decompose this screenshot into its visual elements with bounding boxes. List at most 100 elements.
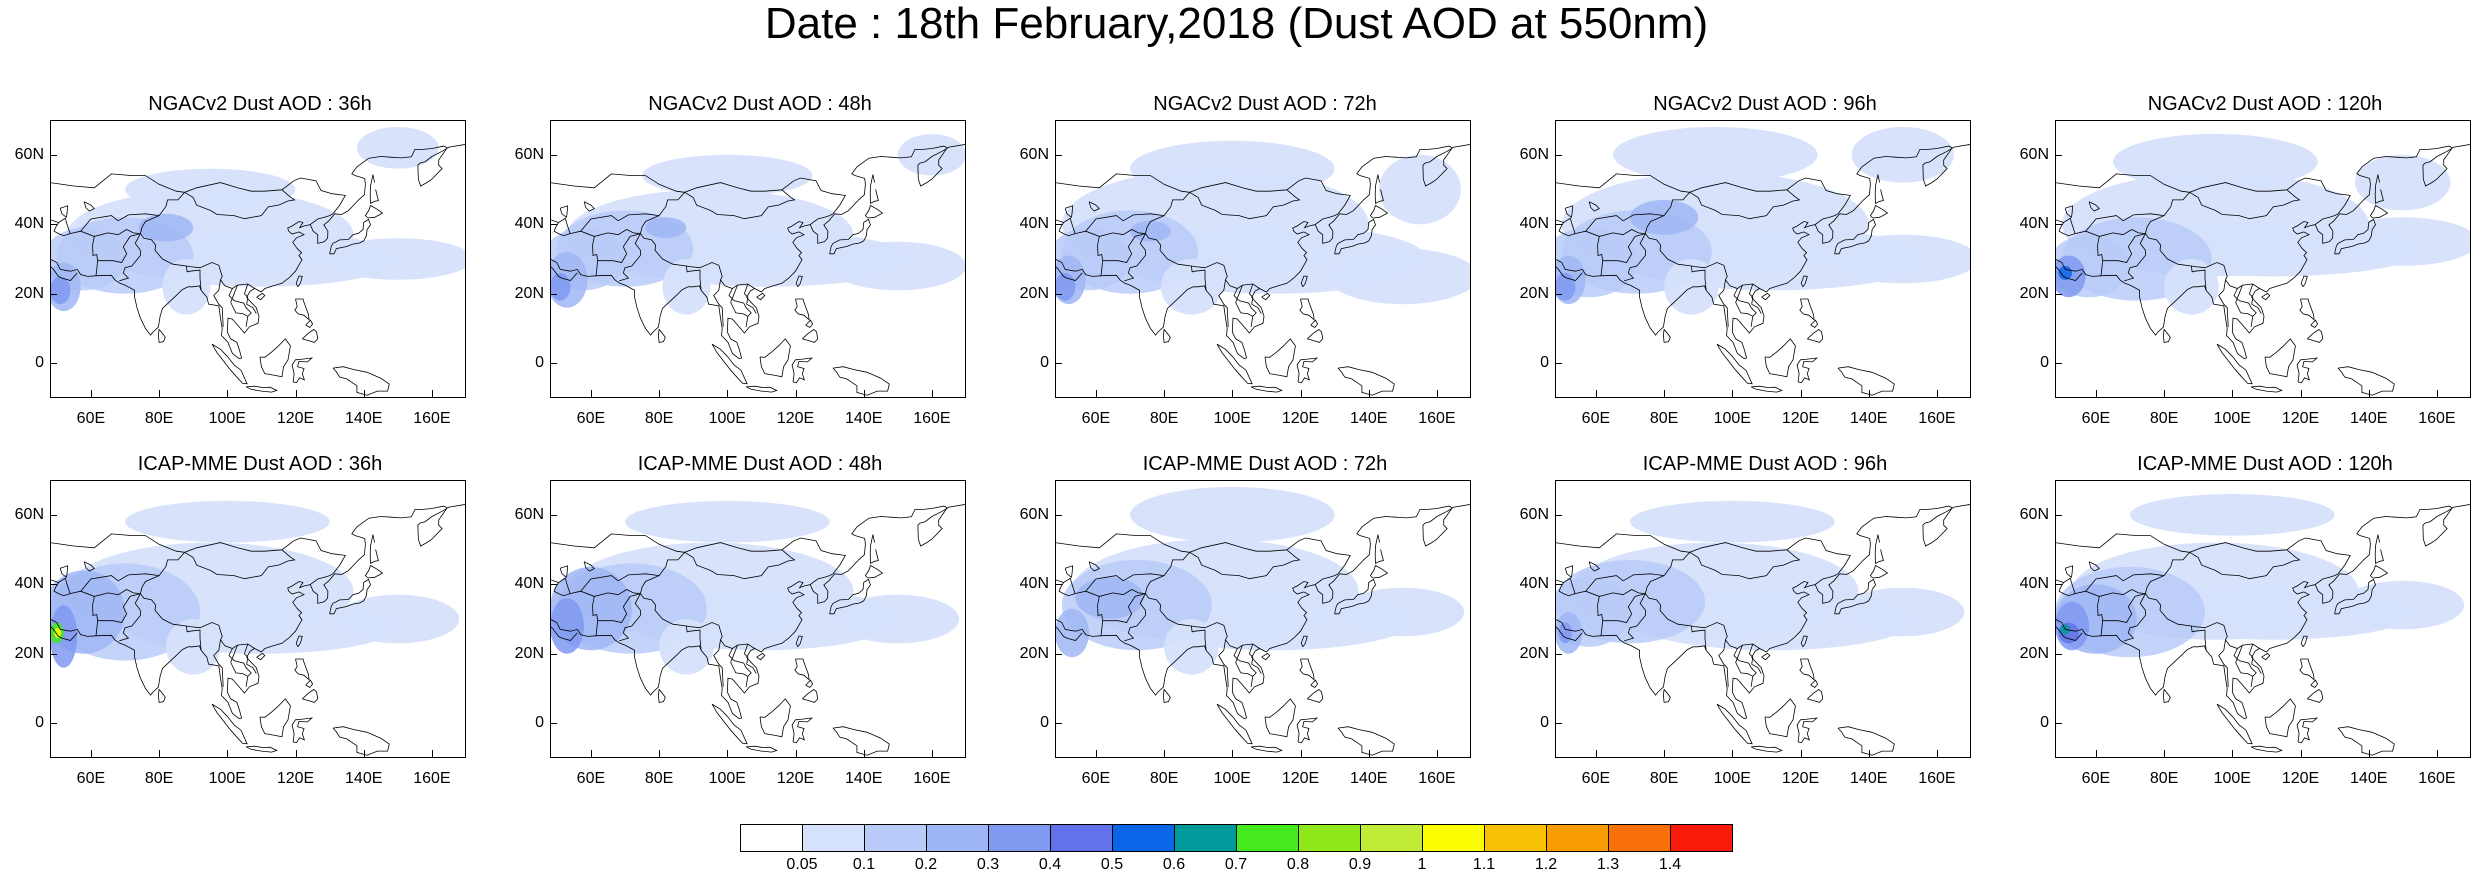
coastline <box>1735 284 1753 317</box>
coastline <box>158 192 185 216</box>
coastline <box>1374 174 1384 205</box>
coastline <box>1058 577 1076 597</box>
y-tick <box>50 363 57 365</box>
colorbar-label: 0.8 <box>1286 856 1310 873</box>
x-tick-label: 80E <box>644 770 674 787</box>
y-tick-label: 20N <box>14 644 44 662</box>
coastline <box>1310 319 1319 329</box>
colorbar-label: 0.1 <box>852 856 876 873</box>
coastline <box>657 328 666 343</box>
dust-region <box>897 134 966 176</box>
coastline <box>864 204 884 219</box>
y-tick-label: 20N <box>2019 284 2049 302</box>
coastlines <box>550 503 966 756</box>
x-tick-label: 60E <box>1081 410 1111 427</box>
map-panel: NGACv2 Dust AOD : 48h 60N 40N 20N 0 60E 80E 100… <box>500 92 970 442</box>
dust-aod-map <box>1055 487 1471 756</box>
coastline <box>759 338 791 378</box>
x-tick-label: 120E <box>2281 770 2320 787</box>
coastline <box>2055 260 2083 281</box>
coastline <box>832 366 890 396</box>
dust-region <box>322 238 466 280</box>
coastline <box>245 385 278 393</box>
y-tick-label: 20N <box>1019 284 1049 302</box>
coastline <box>1624 233 1646 282</box>
coastline <box>595 593 641 636</box>
coastline <box>1055 533 1351 575</box>
colorbar-swatch <box>1422 824 1485 852</box>
coastline <box>2163 552 2190 576</box>
x-tick <box>2164 750 2166 757</box>
y-tick <box>1555 224 1562 226</box>
coastline <box>759 698 791 738</box>
coastline <box>2300 635 2308 648</box>
x-tick-label: 120E <box>1781 770 1820 787</box>
coastline <box>657 688 666 703</box>
dust-region <box>1055 608 1089 658</box>
coastline <box>829 578 871 615</box>
coastlines <box>1555 503 1971 756</box>
x-tick-label: 60E <box>76 770 106 787</box>
coastline <box>2144 215 2260 289</box>
colorbar-swatch <box>864 824 927 852</box>
coastline <box>2162 328 2171 343</box>
y-tick-label: 0 <box>1040 354 1049 372</box>
coastline <box>756 292 766 301</box>
y-tick <box>2055 293 2062 295</box>
map-panel: ICAP-MME Dust AOD : 48h 60N 40N 20N 0 60E 80E 1… <box>500 452 970 802</box>
x-tick <box>90 390 92 397</box>
coastline <box>50 563 59 583</box>
coastline <box>2085 213 2165 232</box>
coastline <box>1264 338 1296 378</box>
coastline <box>70 589 141 597</box>
y-tick-label: 0 <box>1540 714 1549 732</box>
x-tick <box>931 750 933 757</box>
coastline <box>1624 593 1646 642</box>
x-tick <box>1164 390 1166 397</box>
coastline <box>1689 549 1801 580</box>
map-area <box>1555 480 1971 758</box>
map-area <box>2055 480 2471 758</box>
x-tick-label: 120E <box>276 410 315 427</box>
colorbar-label: 0.5 <box>1100 856 1124 873</box>
x-tick <box>1232 750 1234 757</box>
coastline <box>2337 726 2395 756</box>
dust-region <box>50 605 78 668</box>
coastline <box>2310 679 2319 689</box>
y-tick <box>1555 363 1562 365</box>
x-tick <box>590 750 592 757</box>
y-tick-label: 40N <box>1019 575 1049 593</box>
coastline <box>1075 589 1146 597</box>
coastline <box>1248 643 1262 674</box>
colorbar-swatch <box>802 824 865 852</box>
coastline <box>756 652 766 661</box>
colorbar-swatch <box>1112 824 1175 852</box>
coastline <box>2064 565 2074 579</box>
coastline <box>243 643 257 674</box>
x-tick-label: 120E <box>276 770 315 787</box>
y-tick <box>2055 584 2062 586</box>
coastline <box>1055 503 1471 720</box>
coastline <box>745 745 778 753</box>
coastline <box>1374 534 1384 565</box>
coastline <box>2300 275 2308 288</box>
colorbar-label: 0.2 <box>914 856 938 873</box>
coastline <box>728 648 752 687</box>
coastline <box>50 260 78 281</box>
x-tick <box>2232 390 2234 397</box>
coastline <box>157 328 166 343</box>
coastline <box>1085 573 1165 592</box>
coastline <box>157 688 166 703</box>
x-tick <box>2368 750 2370 757</box>
y-tick-label: 20N <box>1519 284 1549 302</box>
coastline <box>1144 215 1260 289</box>
x-tick-label: 60E <box>2081 770 2111 787</box>
dust-region <box>2058 265 2072 280</box>
x-tick-label: 60E <box>2081 410 2111 427</box>
coastline <box>2248 283 2262 314</box>
coastline <box>119 233 141 282</box>
x-tick <box>90 750 92 757</box>
dust-aod-map <box>2055 494 2471 756</box>
x-tick-label: 140E <box>345 770 383 787</box>
coastline <box>639 215 755 289</box>
